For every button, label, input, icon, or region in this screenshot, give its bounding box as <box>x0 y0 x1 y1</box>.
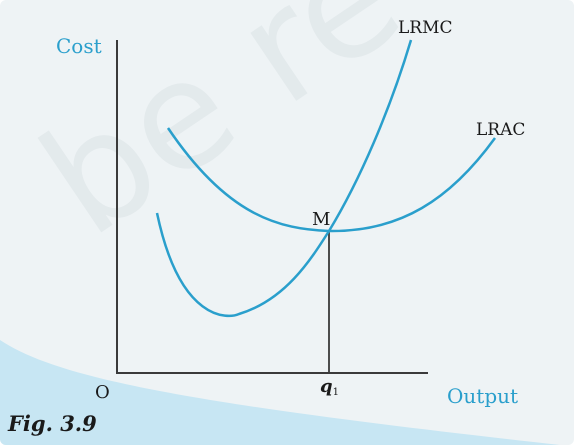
y-axis-label: Cost <box>56 34 102 58</box>
lrac-label: LRAC <box>476 120 525 140</box>
x-axis-label: Output <box>447 384 518 408</box>
figure-caption: Fig. 3.9 <box>8 411 97 436</box>
lrmc-label: LRMC <box>398 18 453 38</box>
q1-letter: q <box>320 376 333 397</box>
decorative-wedge <box>0 340 560 445</box>
origin-label: O <box>95 382 110 403</box>
q1-label: q1 <box>320 376 339 398</box>
lrmc-curve <box>155 39 413 318</box>
q1-subscript: 1 <box>333 387 339 398</box>
point-m-label: M <box>312 209 330 230</box>
